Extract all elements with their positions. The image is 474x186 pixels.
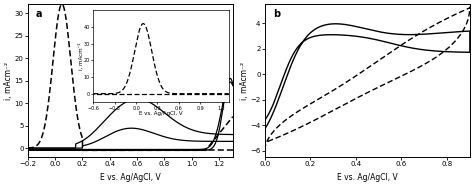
Text: b: b <box>273 9 280 19</box>
Text: a: a <box>36 9 43 19</box>
X-axis label: E vs. Ag/AgCl, V: E vs. Ag/AgCl, V <box>100 173 161 182</box>
Y-axis label: i, mAcm⁻²: i, mAcm⁻² <box>240 62 249 100</box>
X-axis label: E vs. Ag/AgCl, V: E vs. Ag/AgCl, V <box>337 173 398 182</box>
Y-axis label: i, mAcm⁻²: i, mAcm⁻² <box>4 62 13 100</box>
